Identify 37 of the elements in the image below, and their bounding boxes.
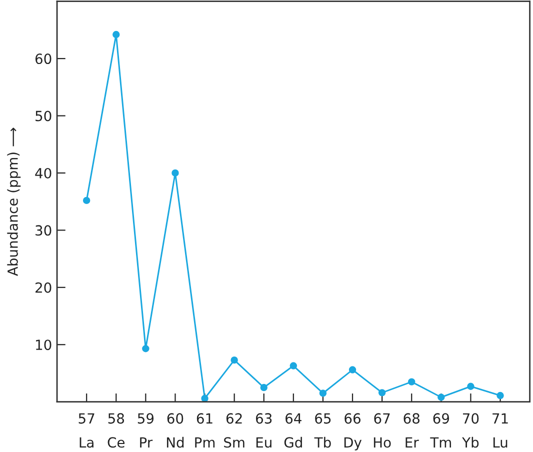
point <box>467 382 474 390</box>
x-tick-label: 68 Er <box>404 413 420 448</box>
point <box>82 196 90 204</box>
point <box>142 345 150 352</box>
y-axis-title: Abundance (ppm) ⟶ <box>7 128 21 276</box>
x-tick-label: 60 Nd <box>166 413 184 448</box>
point <box>230 356 238 364</box>
x-tick-label: 59 Pr <box>138 413 154 448</box>
point <box>201 394 208 402</box>
point <box>408 378 416 386</box>
y-tick-label: 40 <box>35 168 52 178</box>
point <box>378 389 386 396</box>
point <box>260 384 268 392</box>
x-tick-label: 70 Yb <box>462 413 479 448</box>
point <box>290 362 298 370</box>
y-tick-label: 50 <box>36 110 52 122</box>
x-tick-label: 67 Ho <box>374 413 391 448</box>
y-tick-label: 10 <box>36 340 52 350</box>
x-tick-label: 64 Gd <box>284 413 302 448</box>
point <box>112 30 120 38</box>
x-tick-label: 62 Sm <box>224 413 244 448</box>
x-tick-label: 66 Dy <box>344 413 362 450</box>
point <box>438 394 445 401</box>
point <box>319 390 327 397</box>
x-tick-label: 61 Pm <box>195 413 215 448</box>
x-tick-label: 69 Tm <box>430 413 451 448</box>
x-tick-label: 63 Eu <box>256 413 272 448</box>
point <box>496 392 504 400</box>
y-tick-label: 60 <box>35 54 52 64</box>
x-tick-label: 57 La <box>78 413 94 448</box>
x-tick-label: 58 Ce <box>108 413 125 448</box>
y-tick-label: 30 <box>36 225 52 236</box>
point <box>348 366 356 374</box>
x-tick-label: 71 Lu <box>492 413 508 448</box>
x-tick-label: 65 Tb <box>314 413 331 448</box>
y-tick-label: 20 <box>36 282 52 293</box>
point <box>172 169 179 177</box>
